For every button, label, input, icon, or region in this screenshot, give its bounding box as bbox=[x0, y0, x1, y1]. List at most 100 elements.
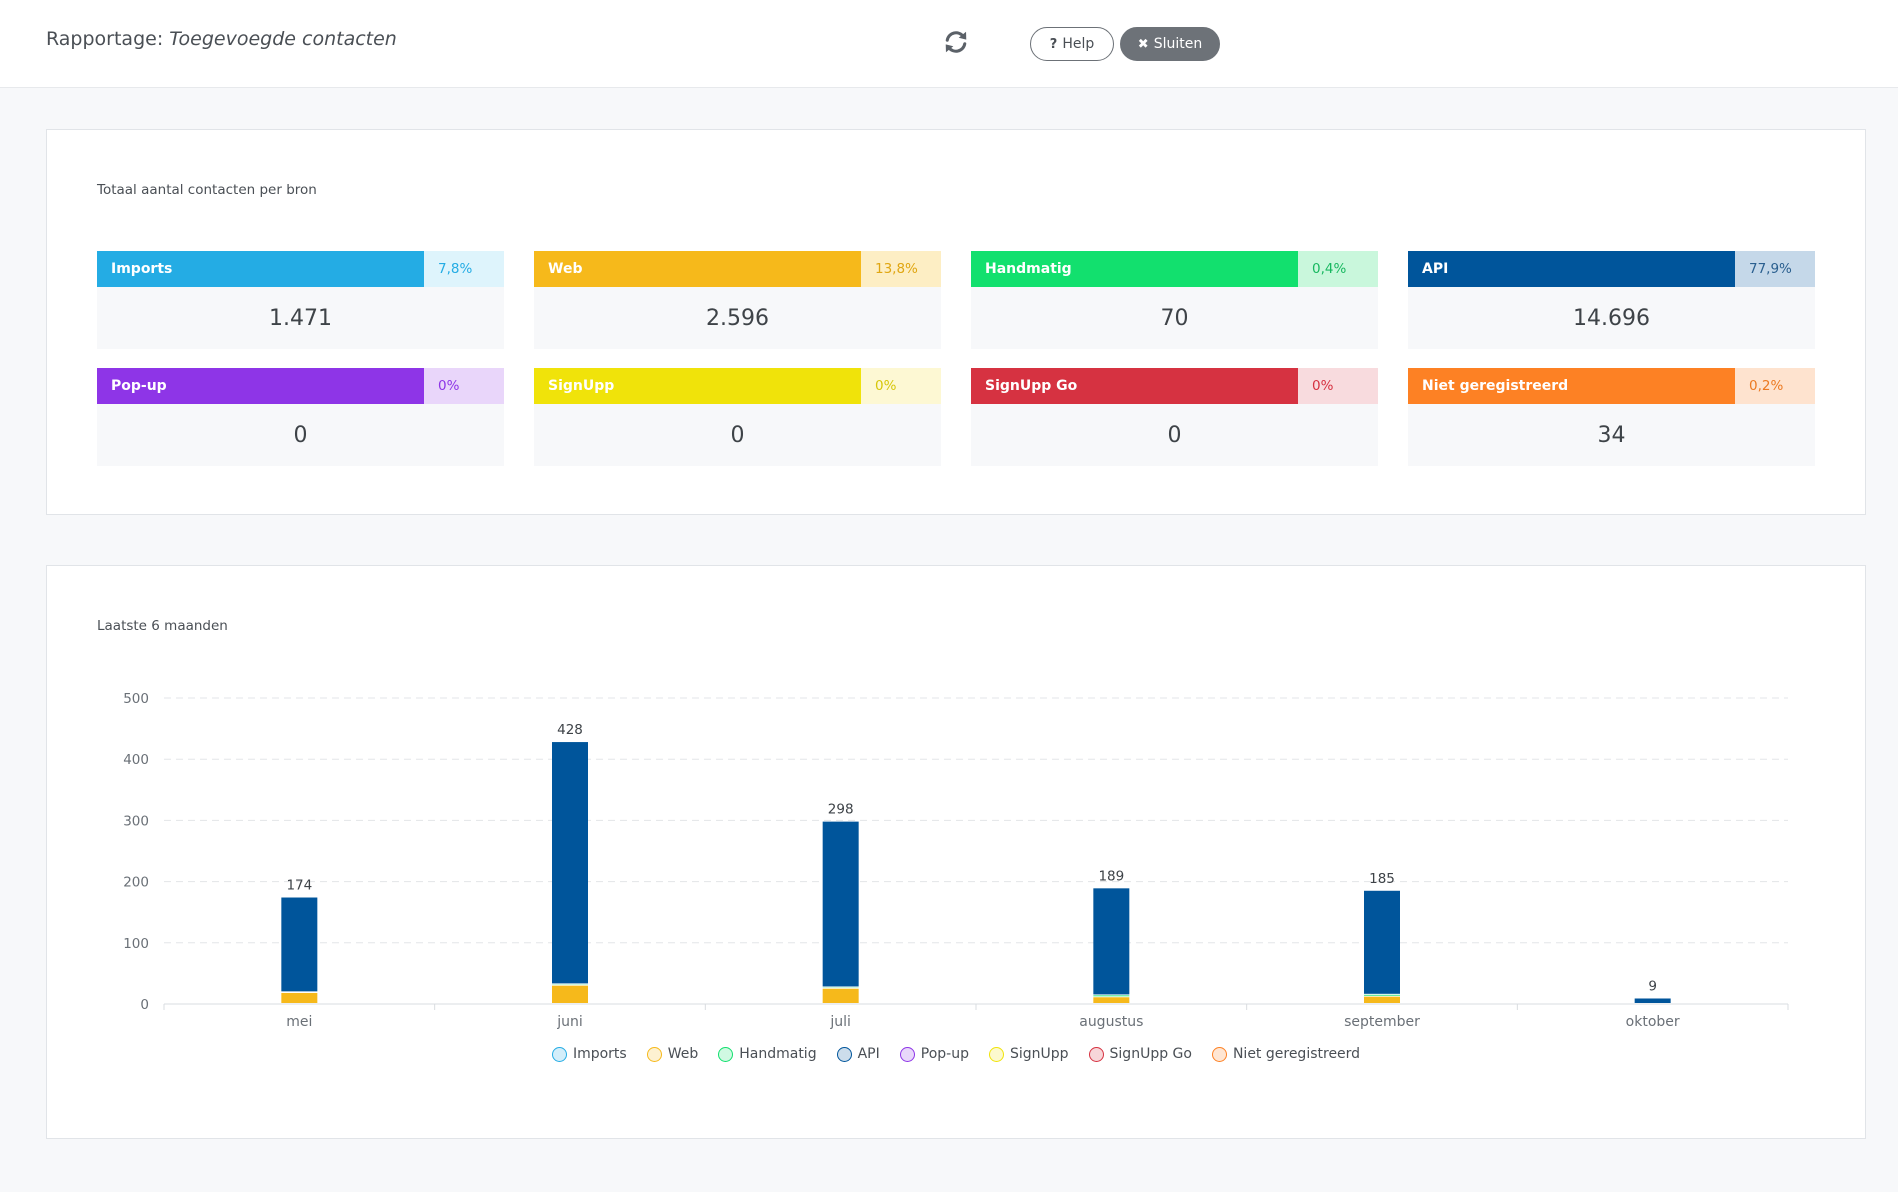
monthly-panel: Laatste 6 maanden 0 100 200 300 400 500 174 mei… bbox=[46, 565, 1866, 1139]
summary-heading: Totaal aantal contacten per bron bbox=[97, 182, 317, 198]
source-card-label: SignUpp bbox=[534, 368, 861, 404]
bar-web bbox=[281, 992, 318, 1003]
source-card-value: 1.471 bbox=[97, 287, 504, 349]
bar-web bbox=[1093, 997, 1130, 1003]
bar-api bbox=[1364, 890, 1400, 994]
top-bar: Rapportage: Toegevoegde contacten ? Help… bbox=[0, 0, 1898, 88]
close-button-label: Sluiten bbox=[1153, 36, 1203, 52]
monthly-bar-chart: 0 100 200 300 400 500 174 mei 428 juni 298 juli 189 a… bbox=[123, 691, 1789, 1030]
source-card-pop-up: Pop-up 0% 0 bbox=[97, 368, 504, 466]
bar-api bbox=[552, 742, 588, 984]
source-card-percent: 0,4% bbox=[1298, 251, 1378, 287]
legend-marker bbox=[1211, 1046, 1227, 1062]
source-card-header: Web 13,8% bbox=[534, 251, 941, 287]
y-tick-label: 300 bbox=[123, 813, 149, 829]
legend-marker bbox=[551, 1046, 567, 1062]
bar-total-label: 185 bbox=[1369, 871, 1395, 887]
legend-marker bbox=[836, 1046, 852, 1062]
source-card-signupp: SignUpp 0% 0 bbox=[534, 368, 941, 466]
bar-web bbox=[1364, 996, 1400, 1003]
source-card-imports: Imports 7,8% 1.471 bbox=[97, 251, 504, 349]
legend-item-web[interactable]: Web bbox=[646, 1046, 699, 1062]
chart-legend: Imports Web Handmatig API Pop-up SignUpp SignU… bbox=[47, 1046, 1865, 1062]
help-button[interactable]: ? Help bbox=[1030, 27, 1114, 61]
source-card-label: API bbox=[1408, 251, 1735, 287]
source-card-signupp-go: SignUpp Go 0% 0 bbox=[971, 368, 1378, 466]
source-card-web: Web 13,8% 2.596 bbox=[534, 251, 941, 349]
legend-label: Niet geregistreerd bbox=[1232, 1046, 1361, 1062]
source-card-handmatig: Handmatig 0,4% 70 bbox=[971, 251, 1378, 349]
source-card-header: SignUpp 0% bbox=[534, 368, 941, 404]
legend-marker bbox=[988, 1046, 1004, 1062]
bar-total-label: 174 bbox=[286, 878, 312, 894]
legend-label: SignUpp bbox=[1009, 1046, 1069, 1062]
monthly-heading: Laatste 6 maanden bbox=[97, 618, 228, 634]
bar-total-label: 9 bbox=[1648, 978, 1657, 994]
x-tick-label: augustus bbox=[1079, 1014, 1143, 1030]
legend-marker bbox=[718, 1046, 734, 1062]
bar-web bbox=[822, 988, 859, 1003]
bar-api bbox=[1093, 888, 1130, 995]
bar-handmatig bbox=[1364, 994, 1400, 996]
source-card-header: SignUpp Go 0% bbox=[971, 368, 1378, 404]
y-tick-label: 100 bbox=[123, 936, 149, 952]
help-button-label: Help bbox=[1062, 36, 1095, 52]
source-card-header: Handmatig 0,4% bbox=[971, 251, 1378, 287]
source-card-header: Imports 7,8% bbox=[97, 251, 504, 287]
bar-handmatig bbox=[1093, 995, 1130, 997]
bar-total-label: 189 bbox=[1098, 868, 1124, 884]
bar-api bbox=[1634, 998, 1671, 1003]
close-button[interactable]: ✖ Sluiten bbox=[1120, 27, 1220, 61]
bar-total-label: 298 bbox=[828, 802, 854, 818]
source-card-percent: 0% bbox=[861, 368, 941, 404]
source-card-value: 34 bbox=[1408, 404, 1815, 466]
source-card-label: SignUpp Go bbox=[971, 368, 1298, 404]
source-card-value: 0 bbox=[971, 404, 1378, 466]
summary-panel: Totaal aantal contacten per bron Imports… bbox=[46, 129, 1866, 515]
x-tick-label: juli bbox=[829, 1014, 851, 1030]
x-tick-label: juni bbox=[556, 1014, 583, 1030]
legend-item-api[interactable]: API bbox=[836, 1046, 880, 1062]
source-card-label: Imports bbox=[97, 251, 424, 287]
x-tick-label: mei bbox=[286, 1014, 312, 1030]
source-card-value: 14.696 bbox=[1408, 287, 1815, 349]
legend-label: Web bbox=[667, 1046, 699, 1062]
source-card-api: API 77,9% 14.696 bbox=[1408, 251, 1815, 349]
refresh-icon[interactable] bbox=[942, 28, 970, 56]
source-card-percent: 13,8% bbox=[861, 251, 941, 287]
source-card-percent: 0% bbox=[424, 368, 504, 404]
page-title-subject: Toegevoegde contacten bbox=[169, 28, 397, 50]
source-card-percent: 7,8% bbox=[424, 251, 504, 287]
source-card-value: 70 bbox=[971, 287, 1378, 349]
page-title-prefix: Rapportage: bbox=[46, 28, 164, 50]
legend-item-handmatig[interactable]: Handmatig bbox=[718, 1046, 817, 1062]
close-icon: ✖ bbox=[1137, 36, 1149, 52]
legend-marker bbox=[1088, 1046, 1104, 1062]
legend-item-pop-up[interactable]: Pop-up bbox=[899, 1046, 969, 1062]
legend-item-signupp-go[interactable]: SignUpp Go bbox=[1088, 1046, 1192, 1062]
source-card-value: 0 bbox=[534, 404, 941, 466]
bar-api bbox=[281, 897, 318, 992]
source-card-label: Handmatig bbox=[971, 251, 1298, 287]
source-card-label: Web bbox=[534, 251, 861, 287]
legend-label: Pop-up bbox=[920, 1046, 969, 1062]
x-tick-label: oktober bbox=[1626, 1014, 1680, 1030]
y-tick-label: 200 bbox=[123, 875, 149, 891]
legend-item-imports[interactable]: Imports bbox=[551, 1046, 627, 1062]
source-card-percent: 0,2% bbox=[1735, 368, 1815, 404]
legend-label: API bbox=[857, 1046, 880, 1062]
y-tick-label: 400 bbox=[123, 752, 149, 768]
legend-label: SignUpp Go bbox=[1109, 1046, 1192, 1062]
source-card-niet-geregistreerd: Niet geregistreerd 0,2% 34 bbox=[1408, 368, 1815, 466]
source-card-label: Pop-up bbox=[97, 368, 424, 404]
y-tick-label: 500 bbox=[123, 691, 149, 707]
legend-item-niet-geregistreerd[interactable]: Niet geregistreerd bbox=[1211, 1046, 1361, 1062]
legend-label: Handmatig bbox=[739, 1046, 817, 1062]
source-card-value: 0 bbox=[97, 404, 504, 466]
bar-api bbox=[822, 821, 859, 987]
source-card-header: Niet geregistreerd 0,2% bbox=[1408, 368, 1815, 404]
bar-total-label: 428 bbox=[557, 722, 583, 738]
y-tick-label: 0 bbox=[140, 997, 149, 1013]
legend-marker bbox=[899, 1046, 915, 1062]
legend-item-signupp[interactable]: SignUpp bbox=[988, 1046, 1069, 1062]
